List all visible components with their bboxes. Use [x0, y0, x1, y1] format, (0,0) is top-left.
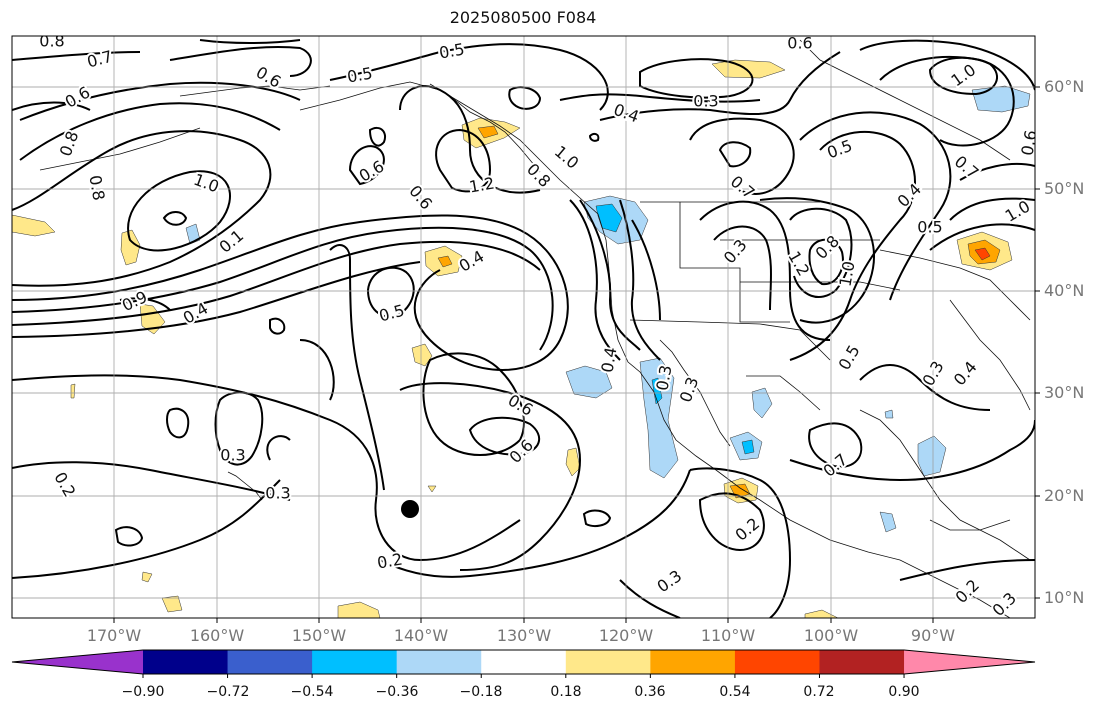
colorbar-extend-high [904, 650, 1035, 674]
contour-label: 0.3 [220, 446, 245, 465]
colorbar-tick-label: −0.18 [459, 684, 503, 700]
colorbar-tick-label: 0.90 [888, 684, 920, 700]
colorbar-tick-label: 0.18 [550, 684, 582, 700]
contour-label: 0.3 [265, 484, 290, 503]
lat-label: 20°N [1044, 486, 1085, 505]
lon-label: 170°W [86, 626, 142, 645]
lon-label: 90°W [910, 626, 956, 645]
lat-label: 50°N [1044, 179, 1085, 198]
contour-label: 0.5 [917, 218, 942, 237]
colorbar-tick-label: −0.36 [375, 684, 419, 700]
lon-label: 120°W [598, 626, 654, 645]
storm-center-marker [401, 500, 419, 518]
contour-label: 0.3 [652, 364, 675, 392]
negative-anomaly-shading [185, 85, 1031, 533]
colorbar-segment [819, 650, 905, 674]
colorbar-tick-label: −0.54 [290, 684, 334, 700]
colorbar-tick-label: 0.72 [803, 684, 835, 700]
colorbar-segment [734, 650, 820, 674]
lon-label: 150°W [291, 626, 347, 645]
colorbar-segment [227, 650, 313, 674]
colorbar [11, 649, 1036, 678]
lat-label: 10°N [1044, 588, 1085, 607]
colorbar-tick-label: −0.72 [206, 684, 250, 700]
lon-label: 140°W [393, 626, 449, 645]
lon-label: 110°W [700, 626, 756, 645]
lat-label: 30°N [1044, 383, 1085, 402]
graticule [12, 36, 1035, 618]
colorbar-tick-label: 0.36 [634, 684, 666, 700]
colorbar-segment [481, 650, 567, 674]
lon-label: 100°W [803, 626, 859, 645]
colorbar-extend-low [12, 650, 143, 674]
lat-label: 60°N [1044, 77, 1085, 96]
colorbar-tick-label: 0.54 [719, 684, 751, 700]
chart-title: 2025080500 F084 [449, 8, 597, 27]
lon-label: 160°W [189, 626, 245, 645]
contour-label: 0.6 [1017, 129, 1040, 157]
colorbar-tick-label: −0.90 [121, 684, 165, 700]
colorbar-segment [143, 650, 229, 674]
colorbar-segment [312, 650, 398, 674]
lon-label: 130°W [496, 626, 552, 645]
lat-label: 40°N [1044, 281, 1085, 300]
contour-label: 0.8 [39, 32, 64, 51]
axis-ticks [113, 86, 1040, 623]
contour-lines [12, 39, 1035, 618]
positive-anomaly-shading [12, 59, 1013, 618]
colorbar-segment [565, 650, 651, 674]
contour-label: 0.3 [693, 92, 718, 111]
contour-label: 0.6 [787, 34, 812, 53]
colorbar-segment [396, 650, 482, 674]
colorbar-segment [650, 650, 736, 674]
map-background [12, 36, 1035, 618]
